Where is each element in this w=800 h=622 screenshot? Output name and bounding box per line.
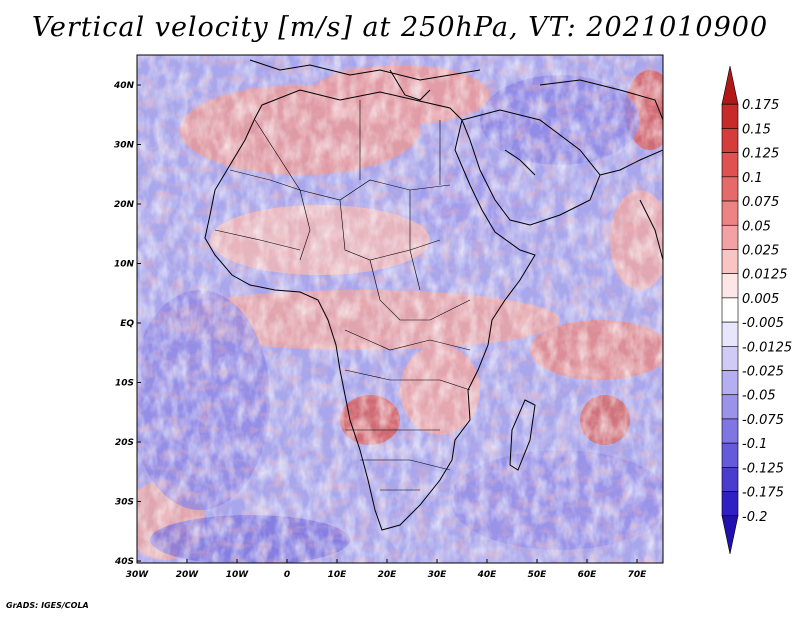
lat-tick-label: 30N: [114, 141, 135, 151]
colorbar-swatch: [721, 128, 739, 153]
plot-frame: [136, 54, 664, 564]
latitude-tick-labels: 40N 30N 20N 10N EQ 10S 20S 30S 40S: [113, 81, 141, 567]
colorbar-label: -0.075: [742, 413, 784, 428]
page-title: Vertical velocity [m/s] at 250hPa, VT: 2…: [31, 12, 769, 43]
vertical-velocity-field: [137, 55, 663, 563]
lon-tick-label: 30E: [428, 570, 448, 580]
colorbar-label: -0.1: [742, 437, 767, 452]
colorbar-swatch: [721, 370, 739, 396]
colorbar-swatch: [721, 346, 739, 371]
colorbar-swatch: [721, 515, 739, 555]
lon-tick-label: 40E: [477, 570, 498, 580]
colorbar-label: 0.005: [742, 292, 779, 307]
colorbar-label: -0.175: [742, 486, 784, 501]
colorbar-label: 0.025: [742, 243, 779, 258]
colorbar-label: 0.175: [742, 98, 779, 113]
colorbar-swatch: [721, 467, 739, 492]
lon-tick-label: 20E: [378, 570, 398, 580]
colorbar-swatch: [721, 418, 739, 444]
coastlines: [204, 59, 663, 531]
lat-tick-label: 20N: [114, 200, 135, 210]
colorbar-label: 0.0125: [742, 268, 788, 283]
lon-tick-label: 70E: [628, 570, 648, 580]
colorbar-label: 0.1: [742, 171, 763, 186]
lat-tick-label: 40S: [114, 557, 134, 567]
longitude-tick-labels: 30W 20W 10W 0 10E 20E 30E 40E 50E 60E 70E: [126, 559, 647, 580]
lat-tick-label: 30S: [115, 498, 134, 508]
colorbar-swatch: [721, 491, 739, 517]
lon-tick-label: 10E: [328, 570, 348, 580]
lon-tick-label: 0: [284, 570, 290, 580]
colorbar-label: 0.15: [742, 122, 771, 137]
colorbar: 0.175 0.15 0.125 0.1 0.075 0.05 0.025 0.0125 0.0…: [721, 65, 792, 555]
country-borders: [214, 100, 471, 491]
lon-tick-label: 20W: [176, 570, 200, 580]
colorbar-swatch: [721, 224, 739, 250]
colorbar-label: 0.075: [742, 195, 779, 210]
colorbar-swatch: [721, 321, 739, 347]
colorbar-swatch: [721, 103, 739, 129]
lon-tick-label: 60E: [578, 570, 598, 580]
colorbar-label: -0.0125: [742, 340, 792, 355]
lat-tick-label: EQ: [120, 319, 134, 329]
colorbar-swatch: [721, 176, 739, 202]
colorbar-label: -0.125: [742, 461, 784, 476]
colorbar-swatch: [721, 152, 739, 178]
colorbar-swatch: [721, 297, 739, 323]
lat-tick-label: 10N: [114, 260, 135, 270]
colorbar-swatch: [721, 442, 739, 468]
lat-tick-label: 10S: [115, 379, 134, 389]
lon-tick-label: 30W: [126, 570, 150, 580]
colorbar-label: 0.05: [742, 219, 771, 234]
lon-tick-label: 10W: [226, 570, 250, 580]
lat-tick-label: 20S: [115, 438, 134, 448]
colorbar-swatch: [721, 200, 739, 226]
colorbar-swatch: [721, 65, 739, 105]
colorbar-label: -0.025: [742, 365, 784, 380]
colorbar-swatch: [721, 249, 739, 274]
colorbar-swatch: [721, 394, 739, 420]
lon-tick-label: 50E: [528, 570, 548, 580]
colorbar-label: -0.2: [742, 510, 767, 525]
colorbar-label: -0.05: [742, 389, 776, 404]
colorbar-label: 0.125: [742, 147, 779, 162]
colorbar-swatch: [721, 273, 739, 299]
footer-credit: GrADS: IGES/COLA: [6, 601, 89, 610]
colorbar-label: -0.005: [742, 316, 784, 331]
lat-tick-label: 40N: [113, 81, 135, 91]
